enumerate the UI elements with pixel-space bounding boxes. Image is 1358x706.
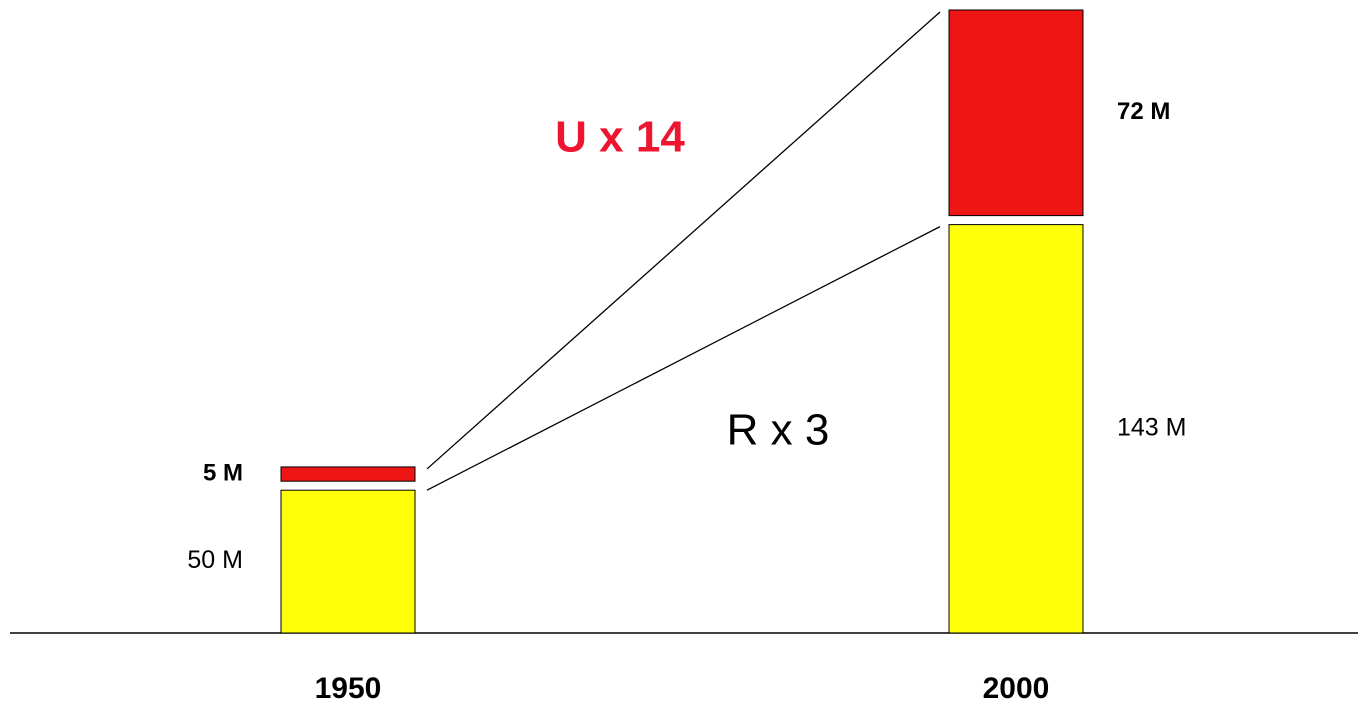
annotation: U x 14 [555, 113, 685, 162]
bar-segment [280, 466, 416, 482]
x-tick-label: 2000 [983, 672, 1050, 705]
annotation: R x 3 [727, 406, 830, 455]
value-label: 50 M [187, 546, 243, 574]
value-label: 143 M [1117, 413, 1186, 441]
bar-segment [948, 9, 1084, 217]
bar-segment [948, 224, 1084, 634]
value-label: 72 M [1117, 98, 1170, 125]
connector-line [426, 226, 941, 491]
x-tick-label: 1950 [315, 672, 382, 705]
value-label: 5 M [203, 459, 243, 486]
connector-line [426, 11, 941, 470]
bar-segment [280, 489, 416, 634]
